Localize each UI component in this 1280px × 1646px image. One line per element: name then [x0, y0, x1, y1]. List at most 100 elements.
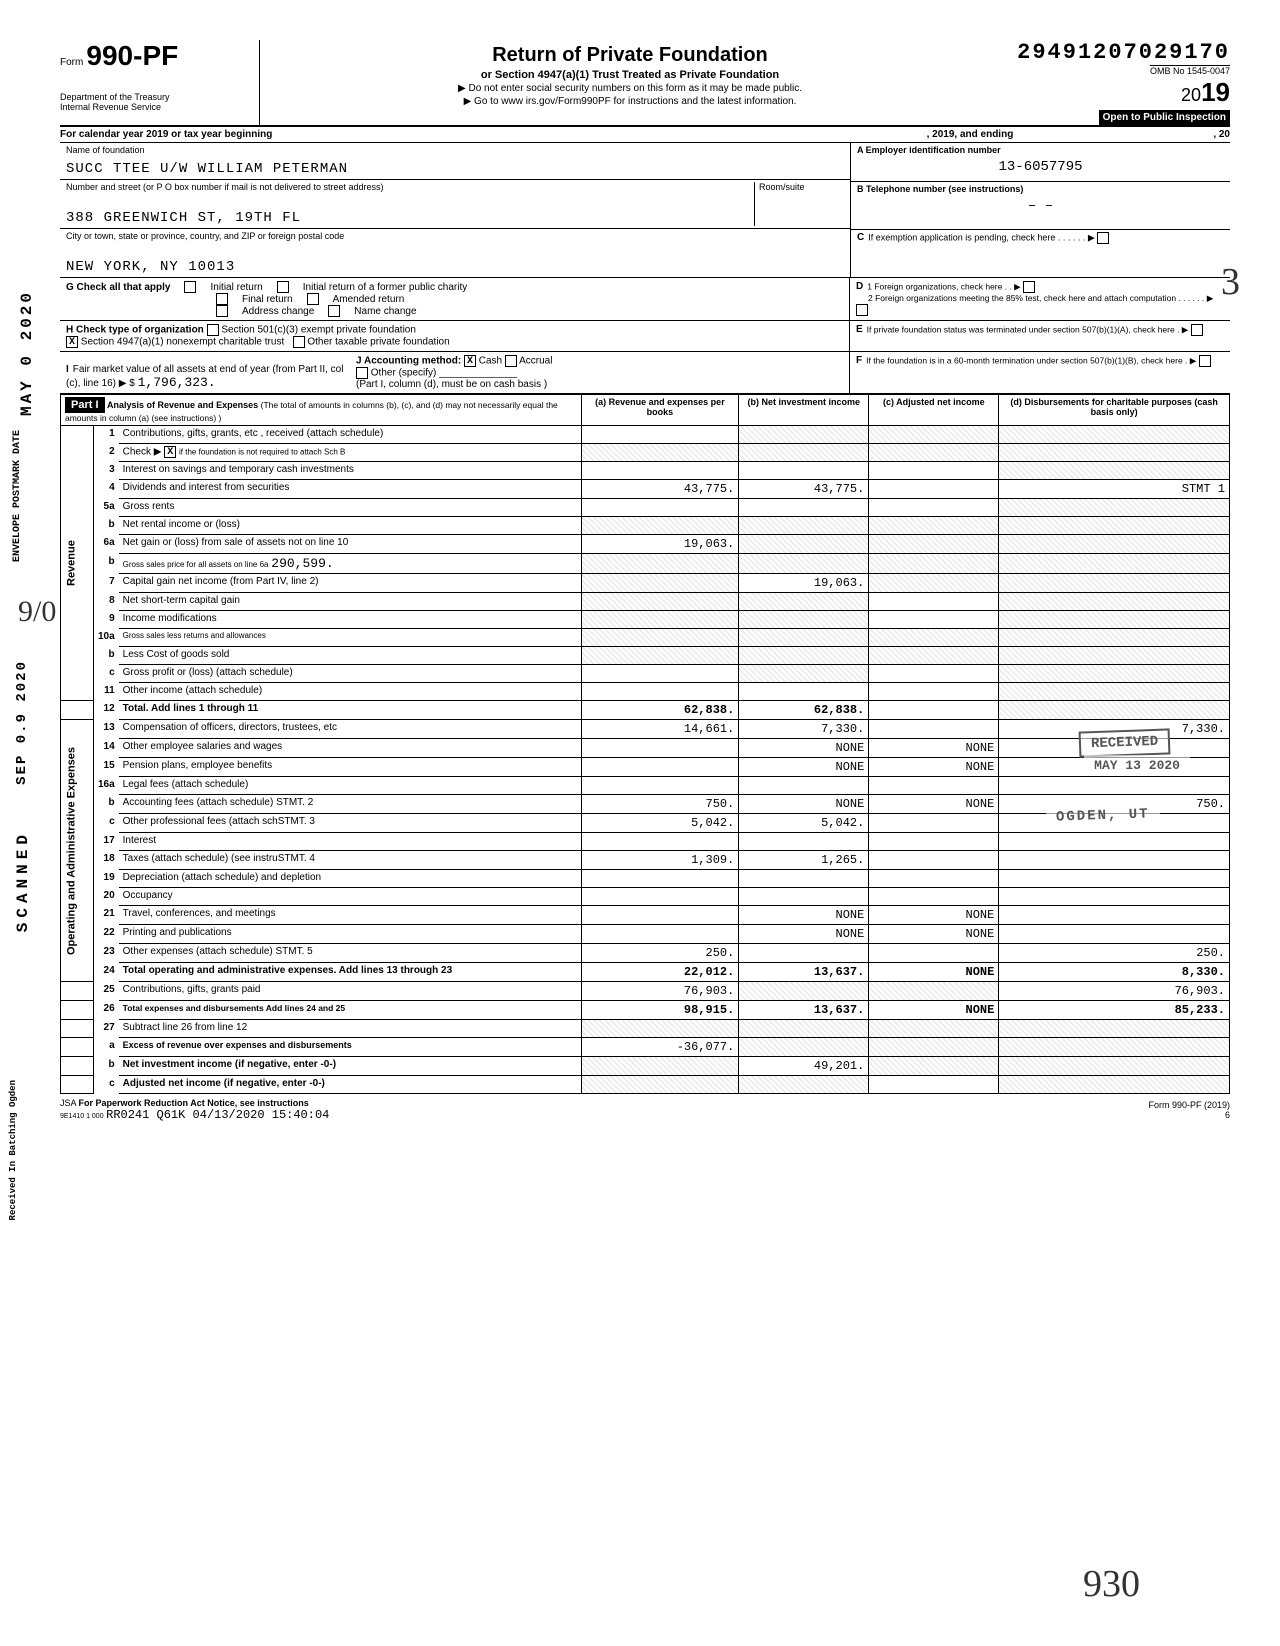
l16ca: 5,042. [581, 814, 739, 833]
l2-checkbox[interactable] [164, 446, 176, 458]
l1: Contributions, gifts, grants, etc , rece… [119, 426, 581, 444]
d1-label: 1 Foreign organizations, check here [867, 281, 1002, 291]
f-checkbox[interactable] [1199, 355, 1211, 367]
opadmin-label: Operating and Administrative Expenses [61, 720, 94, 982]
l4d: STMT 1 [999, 480, 1230, 499]
h-501c3[interactable] [207, 324, 219, 336]
l16a: Legal fees (attach schedule) [119, 777, 581, 795]
j-cash-lbl: Cash [479, 356, 502, 367]
l12b: 62,838. [739, 701, 869, 720]
g-address[interactable] [216, 305, 228, 317]
d1-checkbox[interactable] [1023, 281, 1035, 293]
revenue-label: Revenue [61, 426, 94, 701]
phone-label: B Telephone number (see instructions) [857, 184, 1224, 194]
d2-label: 2 Foreign organizations meeting the 85% … [868, 293, 1176, 303]
j-other-lbl: Other (specify) [371, 368, 437, 379]
jsa: JSA [60, 1098, 76, 1108]
g-final[interactable] [216, 293, 228, 305]
l15b: NONE [739, 758, 869, 777]
dept-treasury: Department of the Treasury [60, 92, 251, 102]
c-checkbox[interactable] [1097, 232, 1109, 244]
d2-checkbox[interactable] [856, 304, 868, 316]
omb-number: OMB No 1545-0047 [1150, 65, 1230, 76]
l17: Interest [119, 833, 581, 851]
calyear-3: , 20 [1213, 129, 1230, 140]
stamp-envelope: ENVELOPE POSTMARK DATE [12, 430, 23, 562]
g-amended[interactable] [307, 293, 319, 305]
l14: Other employee salaries and wages [119, 739, 581, 758]
calyear-2: , 2019, and ending [927, 129, 1014, 140]
l15: Pension plans, employee benefits [119, 758, 581, 777]
stamp-received: RECEIVED [1078, 728, 1170, 757]
j-cash[interactable] [464, 355, 476, 367]
l25: Contributions, gifts, grants paid [119, 982, 581, 1001]
j-accrual[interactable] [505, 355, 517, 367]
l6b-val: 290,599. [271, 556, 333, 571]
j-label: J Accounting method: [356, 356, 461, 367]
j-note: (Part I, column (d), must be on cash bas… [356, 379, 547, 390]
g-former[interactable] [277, 281, 289, 293]
l22c: NONE [869, 925, 999, 944]
addr-label: Number and street (or P O box number if … [66, 182, 754, 192]
instr-url: ▶ Go to www irs.gov/Form990PF for instru… [270, 96, 990, 107]
l24a: 22,012. [581, 963, 739, 982]
calendar-year-row: For calendar year 2019 or tax year begin… [60, 127, 1230, 143]
l26: Total expenses and disbursements Add lin… [119, 1001, 581, 1020]
l16cb: 5,042. [739, 814, 869, 833]
l27aa: -36,077. [581, 1038, 739, 1057]
l16b: Accounting fees (attach schedule) STMT. … [119, 795, 581, 814]
col-a-header: (a) Revenue and expenses per books [581, 395, 739, 426]
stamp-received-date: MAY 13 2020 [1084, 755, 1190, 776]
footer-stamp: RR0241 Q61K 04/13/2020 15:40:04 [106, 1108, 329, 1122]
i-value: 1,796,323. [138, 375, 216, 390]
l27bb: 49,201. [739, 1057, 869, 1076]
l9: Income modifications [119, 611, 581, 629]
identity-block: Name of foundation SUCC TTEE U/W WILLIAM… [60, 143, 1230, 278]
instr-ssn: ▶ Do not enter social security numbers o… [270, 83, 990, 94]
l22b: NONE [739, 925, 869, 944]
part1-table: Part I Analysis of Revenue and Expenses … [60, 394, 1230, 1094]
l10c: Gross profit or (loss) (attach schedule) [119, 665, 581, 683]
g-name[interactable] [328, 305, 340, 317]
h-4947[interactable] [66, 336, 78, 348]
l2a: Check ▶ [123, 447, 162, 458]
l14c: NONE [869, 739, 999, 758]
dept-irs: Internal Revenue Service [60, 102, 251, 112]
city-label: City or town, state or province, country… [66, 231, 844, 241]
l7: Capital gain net income (from Part IV, l… [119, 574, 581, 593]
h-other[interactable] [293, 336, 305, 348]
l16c: Other professional fees (attach schSTMT.… [119, 814, 581, 833]
room-label: Room/suite [759, 182, 844, 192]
l26a: 98,915. [581, 1001, 739, 1020]
l25a: 76,903. [581, 982, 739, 1001]
l6a: Net gain or (loss) from sale of assets n… [119, 535, 581, 554]
e-checkbox[interactable] [1191, 324, 1203, 336]
l27c: Adjusted net income (if negative, enter … [119, 1076, 581, 1094]
g-o3: Address change [242, 306, 314, 317]
footer-code: 9E1410 1 000 [60, 1113, 104, 1120]
l10a: Gross sales less returns and allowances [119, 629, 581, 647]
ein-label: A Employer identification number [857, 145, 1224, 155]
form-header: Form 990-PF Department of the Treasury I… [60, 40, 1230, 127]
col-c-header: (c) Adjusted net income [869, 395, 999, 426]
l5b: Net rental income or (loss) [119, 517, 581, 535]
l16ba: 750. [581, 795, 739, 814]
year-prefix: 20 [1181, 85, 1201, 105]
l11: Other income (attach schedule) [119, 683, 581, 701]
l12a: 62,838. [581, 701, 739, 720]
l27a: Excess of revenue over expenses and disb… [119, 1038, 581, 1057]
l24c: NONE [869, 963, 999, 982]
j-other[interactable] [356, 367, 368, 379]
l4a: 43,775. [581, 480, 739, 499]
part1-title: Analysis of Revenue and Expenses [107, 400, 258, 410]
g-initial[interactable] [184, 281, 196, 293]
ein-value: 13-6057795 [857, 155, 1224, 179]
l13b: 7,330. [739, 720, 869, 739]
street-address: 388 GREENWICH ST, 19TH FL [66, 192, 754, 226]
form-ref: Form 990-PF (2019) [1148, 1100, 1230, 1110]
handwriting-2: 9/0 [18, 595, 56, 629]
l6aa: 19,063. [581, 535, 739, 554]
l23a: 250. [581, 944, 739, 963]
h-o1: Section 501(c)(3) exempt private foundat… [221, 325, 416, 336]
j-accrual-lbl: Accrual [519, 356, 552, 367]
